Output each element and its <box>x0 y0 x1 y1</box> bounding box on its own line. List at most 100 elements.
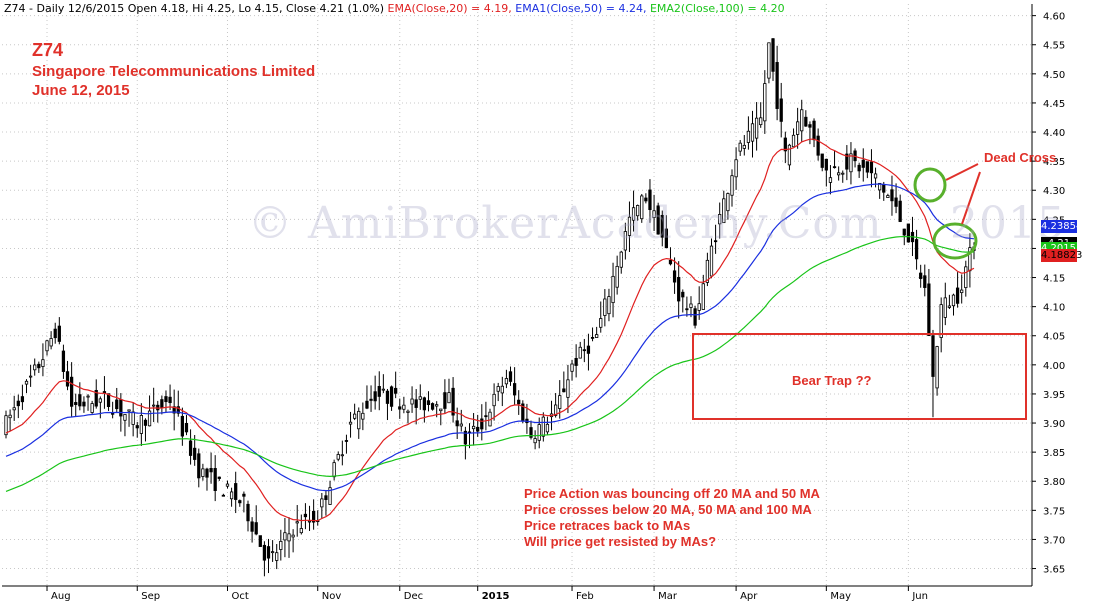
ema-20-line <box>5 138 975 522</box>
candle-body <box>754 117 759 139</box>
x-tick-label: Sep <box>141 591 160 602</box>
candle-body <box>705 259 710 283</box>
candle-body <box>275 552 279 561</box>
candle-body <box>562 388 566 393</box>
candle-body <box>660 214 664 238</box>
candle-body <box>861 159 865 168</box>
dead-cross-label: Dead Cross <box>984 150 1057 165</box>
candle-body <box>713 240 718 243</box>
candle-body <box>611 275 615 304</box>
candle-body <box>49 338 53 347</box>
candle-body <box>287 533 291 542</box>
price-tag: 4.23854 <box>1041 220 1083 233</box>
watermark: © AmiBrokerAcademy.Com 2015 <box>248 198 1065 249</box>
candle-body <box>270 551 275 554</box>
candle-body <box>734 159 738 178</box>
candle-body <box>82 401 86 407</box>
x-tick-label: 2015 <box>482 591 510 602</box>
candle-body <box>246 503 250 522</box>
candle-body <box>517 399 521 405</box>
candle-body <box>385 390 390 404</box>
candle-body <box>927 283 931 337</box>
cross-circle <box>932 222 978 260</box>
candle-body <box>254 522 258 535</box>
candle-body <box>763 83 767 122</box>
candle-body <box>484 415 488 418</box>
candle-body <box>361 412 365 420</box>
candle-body <box>463 430 468 445</box>
y-tick-label: 3.95 <box>1043 390 1065 401</box>
candle-body <box>152 404 156 407</box>
candle-body <box>139 415 143 434</box>
candle-body <box>213 468 217 491</box>
y-tick-label: 4.10 <box>1043 303 1065 314</box>
header-ema100-text: EMA2(Close,100) = 4.20 <box>649 2 785 15</box>
candle-body <box>845 153 849 170</box>
candle-body <box>476 426 480 432</box>
candle-body <box>258 535 262 547</box>
candle-body <box>919 272 923 279</box>
company-name: Singapore Telecommunications Limited <box>32 63 316 80</box>
candle-body <box>492 393 496 407</box>
y-tick-label: 3.80 <box>1043 477 1065 488</box>
candle-body <box>787 144 792 166</box>
y-tick-label: 4.00 <box>1043 361 1065 372</box>
candle-body <box>960 289 964 294</box>
candle-body <box>529 427 533 438</box>
candle-body <box>229 491 234 500</box>
candle-body <box>123 414 127 421</box>
candle-body <box>381 388 385 391</box>
candle-body <box>439 408 443 412</box>
candle-body <box>201 468 205 477</box>
candle-body <box>418 396 422 400</box>
candle-body <box>578 346 582 359</box>
candle-body <box>332 462 336 478</box>
candle-body <box>459 423 463 427</box>
candle-body <box>906 223 910 243</box>
chart-date: June 12, 2015 <box>32 82 130 99</box>
candle-body <box>574 358 578 366</box>
candle-body <box>582 349 586 352</box>
candle-body <box>20 396 25 403</box>
candle-body <box>422 397 426 411</box>
candle-body <box>160 399 164 408</box>
candle-body <box>8 414 12 419</box>
candle-body <box>238 500 242 504</box>
chart-title-block: Z74 Singapore Telecommunications Limited… <box>32 40 315 99</box>
note-line: Price crosses below 20 MA, 50 MA and 100… <box>524 502 812 517</box>
candle-body <box>168 396 172 404</box>
candle-body <box>303 513 308 518</box>
y-tick-label: 4.50 <box>1043 70 1065 81</box>
candle-body <box>394 387 398 394</box>
candle-body <box>504 378 509 385</box>
x-tick-label: May <box>830 591 851 602</box>
candle-body <box>455 420 459 427</box>
candle-body <box>750 123 755 142</box>
candle-body <box>873 173 878 179</box>
candle-body <box>106 393 111 407</box>
candle-body <box>250 521 254 532</box>
candle-body <box>369 398 373 401</box>
candle-body <box>262 544 267 561</box>
candle-body <box>266 546 271 559</box>
candle-body <box>816 135 820 156</box>
candle-body <box>426 400 431 405</box>
candle-body <box>172 406 176 414</box>
candle-body <box>24 380 29 385</box>
candle-body <box>193 447 197 460</box>
candle-body <box>283 532 287 541</box>
candle-body <box>837 172 841 176</box>
candle-body <box>16 400 20 407</box>
header-price-text: Z74 - Daily 12/6/2015 Open 4.18, Hi 4.25… <box>4 2 385 15</box>
y-tick-label: 3.70 <box>1043 535 1065 546</box>
candle-body <box>668 259 673 265</box>
candle-body <box>70 376 74 407</box>
candle-body <box>595 334 599 338</box>
candle-body <box>12 407 16 411</box>
candle-body <box>57 325 61 342</box>
candle-body <box>45 340 49 352</box>
candle-body <box>554 404 558 416</box>
x-tick-label: Apr <box>740 591 758 602</box>
candle-body <box>328 487 332 505</box>
candle-body <box>176 406 180 414</box>
